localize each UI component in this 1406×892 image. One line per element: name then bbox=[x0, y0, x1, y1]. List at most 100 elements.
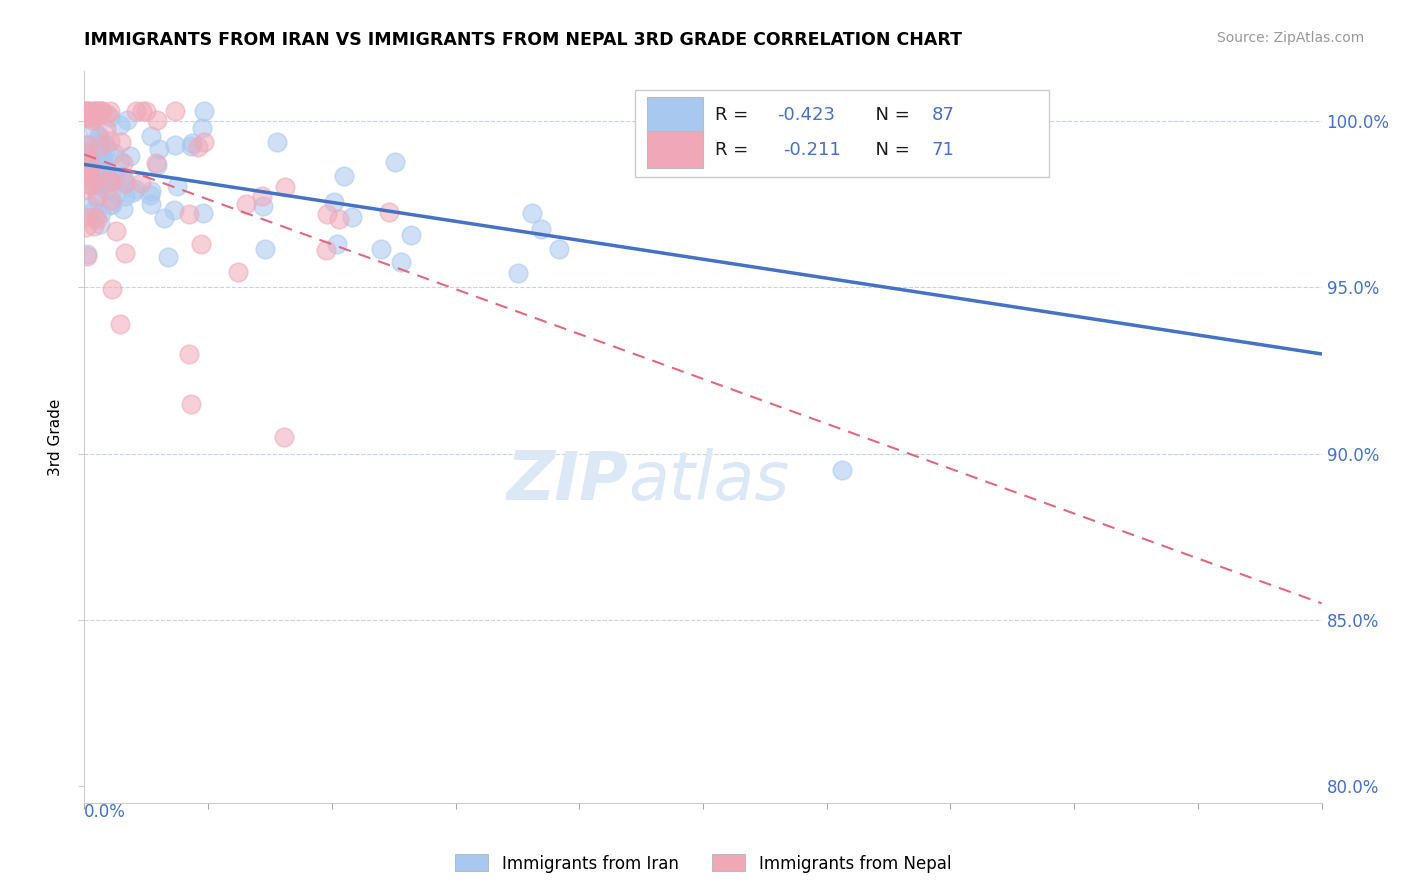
Point bbox=[89, 148, 111, 162]
Point bbox=[399, 227, 422, 242]
Point bbox=[378, 205, 401, 219]
Point bbox=[104, 224, 127, 238]
Point bbox=[75, 146, 97, 161]
Point bbox=[252, 199, 274, 213]
Point bbox=[226, 265, 249, 279]
Point bbox=[75, 104, 97, 119]
Point bbox=[89, 139, 111, 153]
Point bbox=[82, 111, 104, 125]
Point bbox=[139, 187, 162, 202]
Point bbox=[96, 183, 118, 197]
Point bbox=[77, 137, 100, 152]
Point bbox=[145, 158, 167, 172]
Point bbox=[75, 165, 97, 179]
Point bbox=[75, 151, 97, 165]
Point bbox=[86, 192, 108, 206]
Point bbox=[93, 173, 115, 187]
Point bbox=[90, 104, 112, 119]
Point bbox=[82, 113, 104, 128]
Point bbox=[148, 142, 170, 156]
Point bbox=[75, 104, 97, 119]
Point bbox=[98, 174, 121, 188]
Point bbox=[139, 196, 162, 211]
Point bbox=[193, 206, 215, 220]
Point bbox=[370, 243, 392, 257]
Point bbox=[163, 202, 186, 217]
Text: -0.211: -0.211 bbox=[783, 141, 841, 159]
Point bbox=[108, 118, 131, 132]
Point bbox=[90, 176, 112, 190]
Point bbox=[831, 463, 853, 477]
Text: N =: N = bbox=[863, 141, 915, 159]
Point bbox=[118, 149, 141, 163]
Point bbox=[83, 210, 105, 224]
Text: ZIP: ZIP bbox=[508, 448, 628, 514]
Point bbox=[235, 197, 257, 211]
Point bbox=[111, 169, 134, 183]
Point bbox=[100, 174, 122, 188]
Point bbox=[273, 430, 295, 444]
Y-axis label: 3rd Grade: 3rd Grade bbox=[48, 399, 63, 475]
Point bbox=[86, 158, 108, 172]
Point bbox=[86, 144, 108, 158]
Point bbox=[89, 107, 111, 121]
Point bbox=[83, 219, 105, 233]
Legend: Immigrants from Iran, Immigrants from Nepal: Immigrants from Iran, Immigrants from Ne… bbox=[449, 847, 957, 880]
Point bbox=[86, 108, 108, 122]
Point bbox=[83, 177, 105, 191]
Point bbox=[96, 106, 118, 120]
Text: 87: 87 bbox=[932, 106, 955, 124]
Point bbox=[98, 111, 121, 125]
Point bbox=[75, 104, 97, 119]
Point bbox=[391, 255, 413, 269]
Point bbox=[84, 104, 107, 119]
FancyBboxPatch shape bbox=[636, 90, 1049, 178]
Point bbox=[80, 104, 103, 119]
Point bbox=[384, 155, 406, 169]
Point bbox=[98, 104, 121, 119]
Point bbox=[114, 245, 136, 260]
Point bbox=[322, 194, 344, 209]
Point bbox=[76, 182, 98, 196]
Point bbox=[77, 167, 100, 181]
Point bbox=[77, 145, 100, 160]
Point bbox=[187, 140, 209, 154]
Point bbox=[89, 217, 111, 231]
Point bbox=[328, 211, 350, 226]
Point bbox=[79, 177, 101, 191]
Point bbox=[108, 154, 131, 169]
Text: atlas: atlas bbox=[628, 448, 790, 514]
Point bbox=[177, 207, 200, 221]
Point bbox=[266, 135, 288, 149]
Point bbox=[91, 151, 114, 165]
Point bbox=[105, 186, 128, 201]
Point bbox=[94, 168, 117, 182]
Text: Source: ZipAtlas.com: Source: ZipAtlas.com bbox=[1216, 31, 1364, 45]
FancyBboxPatch shape bbox=[647, 97, 703, 134]
Text: 0.0%: 0.0% bbox=[84, 803, 127, 821]
Point bbox=[90, 104, 112, 119]
Point bbox=[165, 138, 187, 153]
Point bbox=[110, 135, 132, 149]
FancyBboxPatch shape bbox=[647, 131, 703, 168]
Point bbox=[98, 198, 121, 212]
Point bbox=[80, 156, 103, 170]
Point bbox=[93, 164, 115, 178]
Point bbox=[76, 249, 98, 263]
Text: N =: N = bbox=[863, 106, 915, 124]
Point bbox=[156, 250, 179, 264]
Point bbox=[316, 206, 339, 220]
Point bbox=[114, 174, 136, 188]
Point bbox=[141, 185, 163, 199]
Point bbox=[94, 167, 117, 181]
Point bbox=[77, 111, 100, 125]
Point bbox=[190, 237, 212, 252]
Point bbox=[274, 180, 297, 194]
Point bbox=[94, 140, 117, 154]
Point bbox=[75, 139, 97, 153]
Point bbox=[506, 266, 529, 280]
Point bbox=[115, 112, 138, 127]
Point bbox=[79, 178, 101, 193]
Point bbox=[326, 237, 349, 252]
Point bbox=[86, 144, 108, 158]
